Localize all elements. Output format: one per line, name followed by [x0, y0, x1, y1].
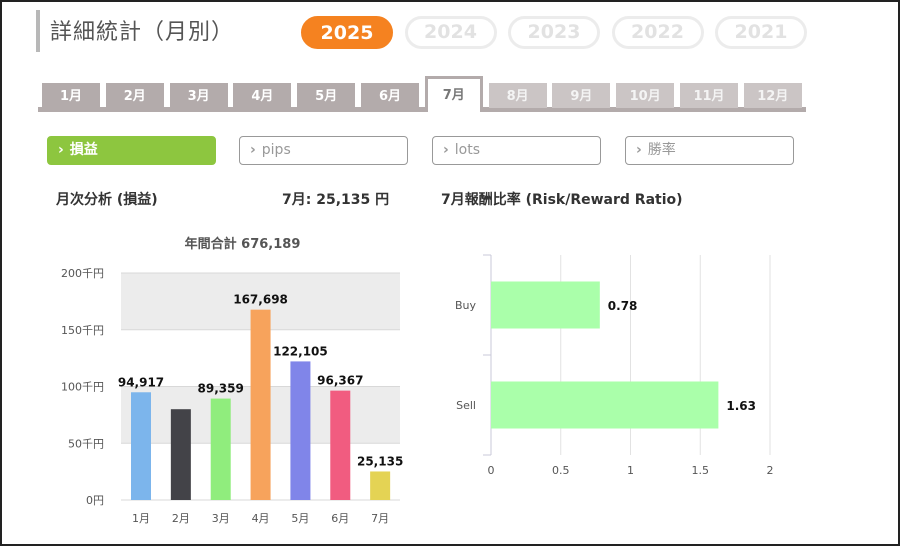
- data-label: 167,698: [233, 293, 288, 307]
- risk-reward-chart: 0 0.5 1 1.5 2 0.78 Buy 1.63 Sell: [455, 254, 774, 477]
- x-tick-label: 7月: [371, 512, 389, 525]
- y-tick-label: 0円: [86, 494, 104, 507]
- x-tick-label: 2月: [172, 512, 190, 525]
- month-tabs-baseline: [38, 107, 806, 112]
- month-tab-7[interactable]: 7月: [424, 76, 483, 112]
- month-tab-6[interactable]: 6月: [361, 83, 419, 108]
- metric-button-2[interactable]: › lots: [432, 136, 601, 165]
- month-tab-11: 11月: [680, 83, 738, 108]
- month-tab-5[interactable]: 5月: [297, 83, 356, 108]
- month-tab-8: 8月: [488, 83, 547, 108]
- chevron-right-icon: ›: [58, 142, 64, 158]
- bar-3月[interactable]: [210, 398, 231, 500]
- x-tick-label: 4月: [252, 512, 270, 525]
- metric-label: 勝率: [647, 142, 676, 158]
- title-accent-bar: [36, 10, 40, 52]
- data-label: 0.78: [608, 299, 638, 313]
- data-label: 89,359: [198, 382, 244, 396]
- month-tab-12: 12月: [743, 83, 802, 108]
- x-tick-label: 6月: [331, 512, 349, 525]
- bar-5月[interactable]: [290, 361, 311, 500]
- y-tick-label: 150千円: [61, 324, 104, 337]
- month-tab-1[interactable]: 1月: [42, 83, 100, 108]
- x-tick-label: 0.5: [552, 464, 570, 477]
- year-tab-2023[interactable]: 2023: [508, 16, 600, 49]
- chevron-right-icon: ›: [443, 142, 449, 158]
- bar-sell[interactable]: [491, 381, 719, 429]
- y-tick-label: 50千円: [68, 437, 104, 450]
- metric-label: pips: [261, 142, 291, 158]
- year-tab-2025[interactable]: 2025: [301, 16, 393, 49]
- year-tab-2022[interactable]: 2022: [611, 16, 704, 49]
- y-tick-label: Sell: [456, 399, 476, 412]
- bar-buy[interactable]: [491, 281, 600, 329]
- year-tab-2024[interactable]: 2024: [404, 16, 497, 49]
- bar-6月[interactable]: [330, 390, 351, 500]
- bar-4月[interactable]: [250, 309, 271, 500]
- bar-7月[interactable]: [370, 471, 391, 500]
- page-title: 詳細統計（月別）: [50, 20, 235, 45]
- y-tick-label: 100千円: [61, 381, 104, 394]
- month-tab-9: 9月: [552, 83, 611, 108]
- data-label: 25,135: [357, 454, 403, 468]
- chevron-right-icon: ›: [636, 142, 642, 158]
- x-tick-label: 3月: [212, 512, 230, 525]
- bar-2月[interactable]: [170, 409, 191, 500]
- x-tick-label: 5月: [291, 512, 309, 525]
- month-summary: 7月: 25,135 円: [282, 192, 390, 208]
- metric-label: lots: [454, 142, 481, 158]
- x-tick-label: 1.5: [692, 464, 710, 477]
- month-tab-2[interactable]: 2月: [105, 83, 164, 108]
- metric-button-1[interactable]: › pips: [239, 136, 408, 165]
- data-label: 94,917: [118, 375, 164, 389]
- x-tick-label: 0: [488, 464, 495, 477]
- metric-button-0[interactable]: › 損益: [47, 136, 216, 165]
- metric-button-3[interactable]: › 勝率: [625, 136, 794, 165]
- month-tab-3[interactable]: 3月: [169, 83, 228, 108]
- x-tick-label: 2: [767, 464, 774, 477]
- x-tick-label: 1月: [132, 512, 150, 525]
- data-label: 96,367: [317, 374, 363, 388]
- metric-label: 損益: [69, 142, 98, 158]
- monthly-pl-chart: 0円 50千円 100千円 150千円 200千円 年間合計 676,189 94,917 1…: [61, 236, 403, 525]
- month-tab-10: 10月: [616, 83, 675, 108]
- chart-title: 年間合計 676,189: [185, 236, 301, 252]
- bar-1月[interactable]: [131, 392, 151, 500]
- month-tab-4[interactable]: 4月: [233, 83, 292, 108]
- monthly-analysis-heading: 月次分析 (損益): [56, 192, 158, 208]
- data-label: 122,105: [273, 344, 328, 358]
- data-label: 1.63: [726, 399, 756, 413]
- y-tick-label: 200千円: [61, 267, 104, 280]
- year-tab-2021[interactable]: 2021: [715, 16, 807, 49]
- chevron-right-icon: ›: [250, 142, 256, 158]
- risk-reward-heading: 7月報酬比率 (Risk/Reward Ratio): [441, 192, 683, 208]
- x-tick-label: 1: [627, 464, 634, 477]
- y-tick-label: Buy: [455, 299, 477, 312]
